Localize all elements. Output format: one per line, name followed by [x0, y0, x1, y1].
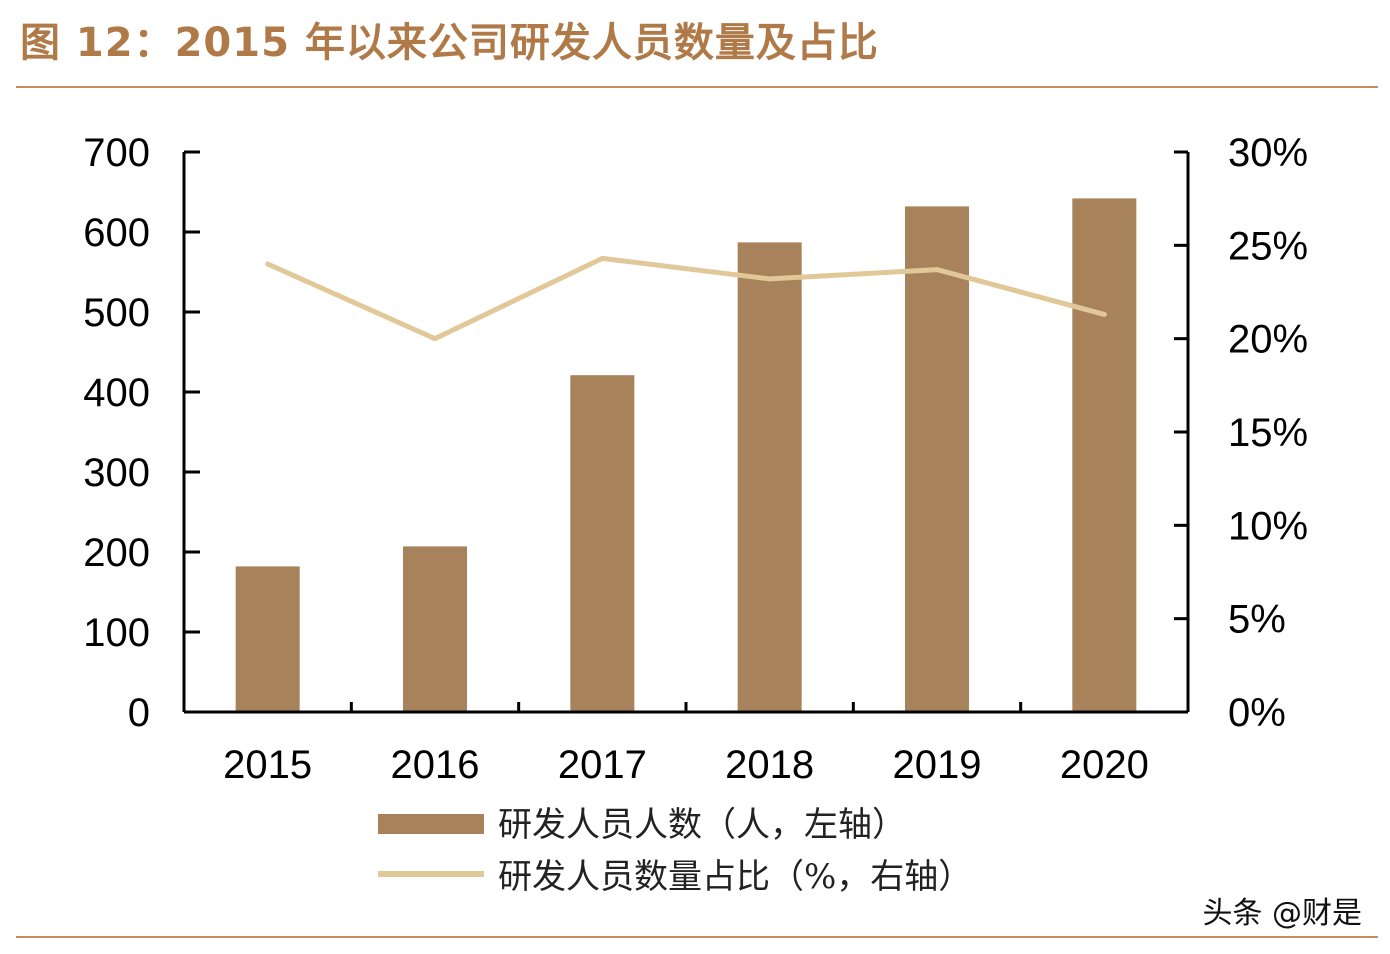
- left-tick-label: 300: [83, 451, 150, 495]
- x-tick-label-2020: 2020: [1060, 743, 1149, 787]
- bottom-divider: [16, 936, 1378, 938]
- right-tick-label: 5%: [1228, 598, 1286, 642]
- left-tick-label: 500: [83, 291, 150, 335]
- right-tick-label: 30%: [1228, 131, 1308, 175]
- bar-2018: [737, 242, 802, 712]
- legend-bar-swatch: [378, 814, 484, 834]
- bar-2020: [1072, 198, 1137, 712]
- watermark: 头条 @财是: [1202, 896, 1362, 931]
- bar-2019: [905, 206, 969, 712]
- left-tick-label: 600: [83, 211, 150, 255]
- right-tick-label: 0%: [1228, 691, 1286, 735]
- left-tick-label: 0: [128, 691, 150, 735]
- x-tick-label-2017: 2017: [558, 743, 647, 787]
- top-divider: [16, 86, 1378, 88]
- left-tick-label: 100: [83, 611, 150, 655]
- left-tick-label: 700: [83, 131, 150, 175]
- right-tick-label: 10%: [1228, 504, 1308, 548]
- x-tick-label-2019: 2019: [893, 743, 982, 787]
- right-tick-label: 25%: [1228, 224, 1308, 268]
- left-tick-label: 200: [83, 531, 150, 575]
- ratio-line: [265, 255, 1107, 342]
- left-tick-label: 400: [83, 371, 150, 415]
- bar-2015: [235, 566, 300, 712]
- x-tick-label-2015: 2015: [223, 743, 312, 787]
- chart-title: 图 12：2015 年以来公司研发人员数量及占比: [20, 20, 879, 66]
- right-tick-label: 20%: [1228, 318, 1308, 362]
- right-tick-label: 15%: [1228, 411, 1308, 455]
- x-tick-label-2016: 2016: [391, 743, 480, 787]
- x-tick-label-2018: 2018: [725, 743, 814, 787]
- bar-2017: [570, 375, 635, 712]
- bar-2016: [403, 546, 467, 712]
- legend-line-label: 研发人员数量占比（%，右轴）: [498, 857, 972, 897]
- legend-bar-label: 研发人员人数（人，左轴）: [498, 805, 906, 845]
